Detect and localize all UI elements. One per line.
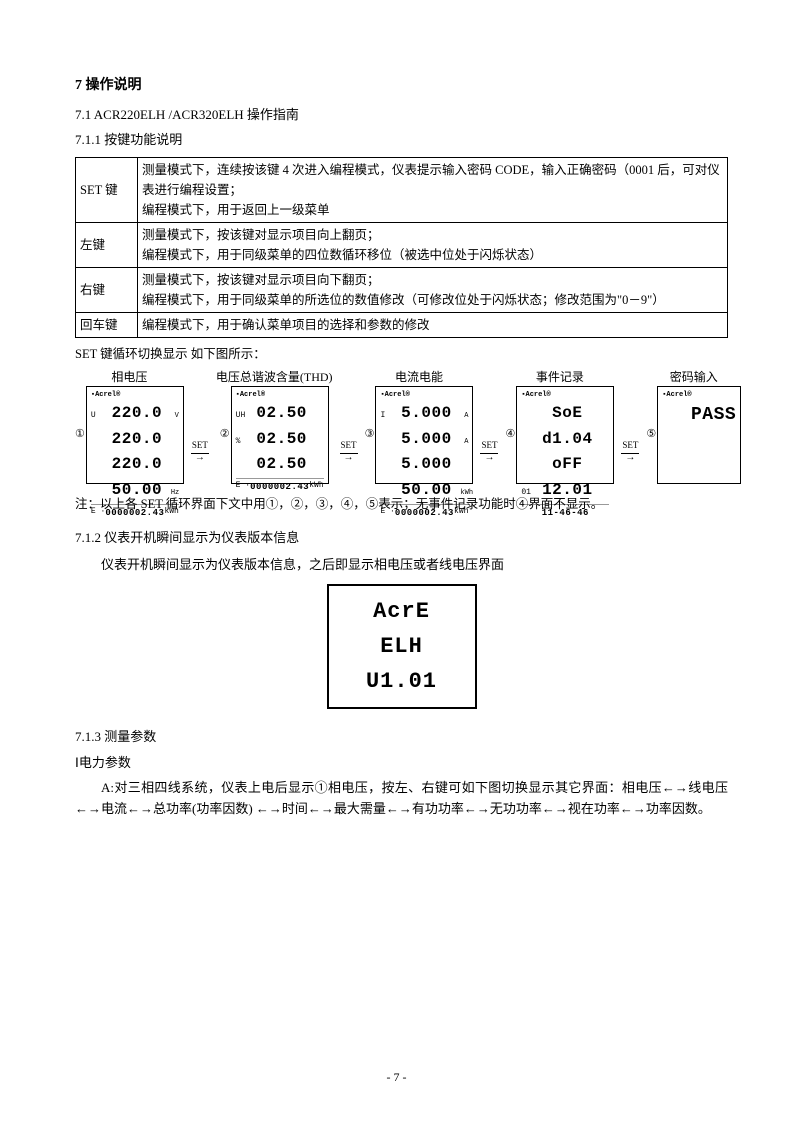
diagram-note: 注：以上各 SET 循环界面下文中用①，②，③，④，⑤表示；无事件记录功能时④界… [75,494,728,514]
lcd-screen: ▪Acrel®I5.000A5.000A5.00050.00kWhE ·0000… [375,386,473,484]
subsection-7-1-2: 7.1.2 仪表开机瞬间显示为仪表版本信息 [75,528,728,549]
key-function-table: SET 键测量模式下，连续按该键 4 次进入编程模式，仪表提示输入密码 CODE… [75,157,728,338]
set-arrow: SET→ [339,438,359,461]
set-cycle-diagrams: 相电压 ①▪Acrel®U220.0V220.0220.050.00HzE ·00… [75,368,728,484]
key-name-cell: 右键 [76,267,138,312]
lcd-number: ① [75,426,85,444]
lcd-brand: ▪Acrel® [662,390,736,401]
section-title: 7 操作说明 [75,75,728,97]
lcd-diagram-unit: 密码输入⑤▪Acrel®PASS [646,368,741,484]
boot-line-1: AcrE [373,594,430,629]
key-desc-cell: 测量模式下，按该键对显示项目向上翻页；编程模式下，用于同级菜单的四位数循环移位（… [138,222,728,267]
key-desc-cell: 测量模式下，连续按该键 4 次进入编程模式，仪表提示输入密码 CODE，输入正确… [138,157,728,222]
key-name-cell: SET 键 [76,157,138,222]
set-arrow: SET→ [620,438,640,461]
key-name-cell: 左键 [76,222,138,267]
boot-lcd-box: AcrE ELH U1.01 [327,584,477,709]
lcd-title: 电压总谐波含量(THD) [216,368,333,384]
subsection-7-1-1: 7.1.1 按键功能说明 [75,130,728,151]
lcd-diagram-unit: 电流电能 ③▪Acrel®I5.000A5.000A5.00050.00kWhE … [365,368,474,484]
lcd-title: 电流电能 [395,368,443,384]
lcd-screen: ▪Acrel®U220.0V220.0220.050.00HzE ·000000… [86,386,184,484]
lcd-number: ② [220,426,230,444]
boot-line-2: ELH [380,629,423,664]
key-desc-cell: 编程模式下，用于确认菜单项目的选择和参数的修改 [138,312,728,337]
lcd-brand: ▪Acrel® [91,390,179,401]
page-number: - 7 - [0,1068,793,1087]
boot-line-3: U1.01 [366,664,437,699]
lcd-brand: ▪Acrel® [521,390,609,401]
lcd-screen: ▪Acrel®UH02.50%02.5002.50E ·0000002.43kW… [231,386,329,484]
subsection-7-1: 7.1 ACR220ELH /ACR320ELH 操作指南 [75,105,728,126]
lcd-diagram-unit: 电压总谐波含量(THD) ②▪Acrel®UH02.50%02.5002.50E … [216,368,333,484]
boot-paragraph: 仪表开机瞬间显示为仪表版本信息，之后即显示相电压或者线电压界面 [75,555,728,576]
lcd-brand: ▪Acrel® [236,390,324,401]
lcd-diagram-unit: 事件记录 ④▪Acrel®SoEd1.04oFF0112.0111-46-46 [505,368,614,484]
lcd-diagram-unit: 相电压 ①▪Acrel®U220.0V220.0220.050.00HzE ·00… [75,368,184,484]
subsection-7-1-3: 7.1.3 测量参数 [75,727,728,748]
set-arrow: SET→ [479,438,499,461]
lcd-title: 相电压 [111,368,147,384]
params-paragraph: A:对三相四线系统，仪表上电后显示①相电压，按左、右键可如下图切换显示其它界面：… [75,778,728,820]
lcd-number: ③ [365,426,375,444]
set-arrow: SET→ [190,438,210,461]
lcd-number: ⑤ [646,426,656,444]
lcd-pass-text: PASS [662,401,736,430]
cycle-caption: SET 键循环切换显示 如下图所示： [75,344,728,364]
lcd-brand: ▪Acrel® [380,390,468,401]
params-subheading: Ⅰ电力参数 [75,753,728,774]
lcd-title: 密码输入 [670,368,718,384]
lcd-screen: ▪Acrel®SoEd1.04oFF0112.0111-46-46 [516,386,614,484]
key-desc-cell: 测量模式下，按该键对显示项目向下翻页；编程模式下，用于同级菜单的所选位的数值修改… [138,267,728,312]
lcd-number: ④ [505,426,515,444]
key-name-cell: 回车键 [76,312,138,337]
lcd-screen: ▪Acrel®PASS [657,386,741,484]
lcd-title: 事件记录 [536,368,584,384]
